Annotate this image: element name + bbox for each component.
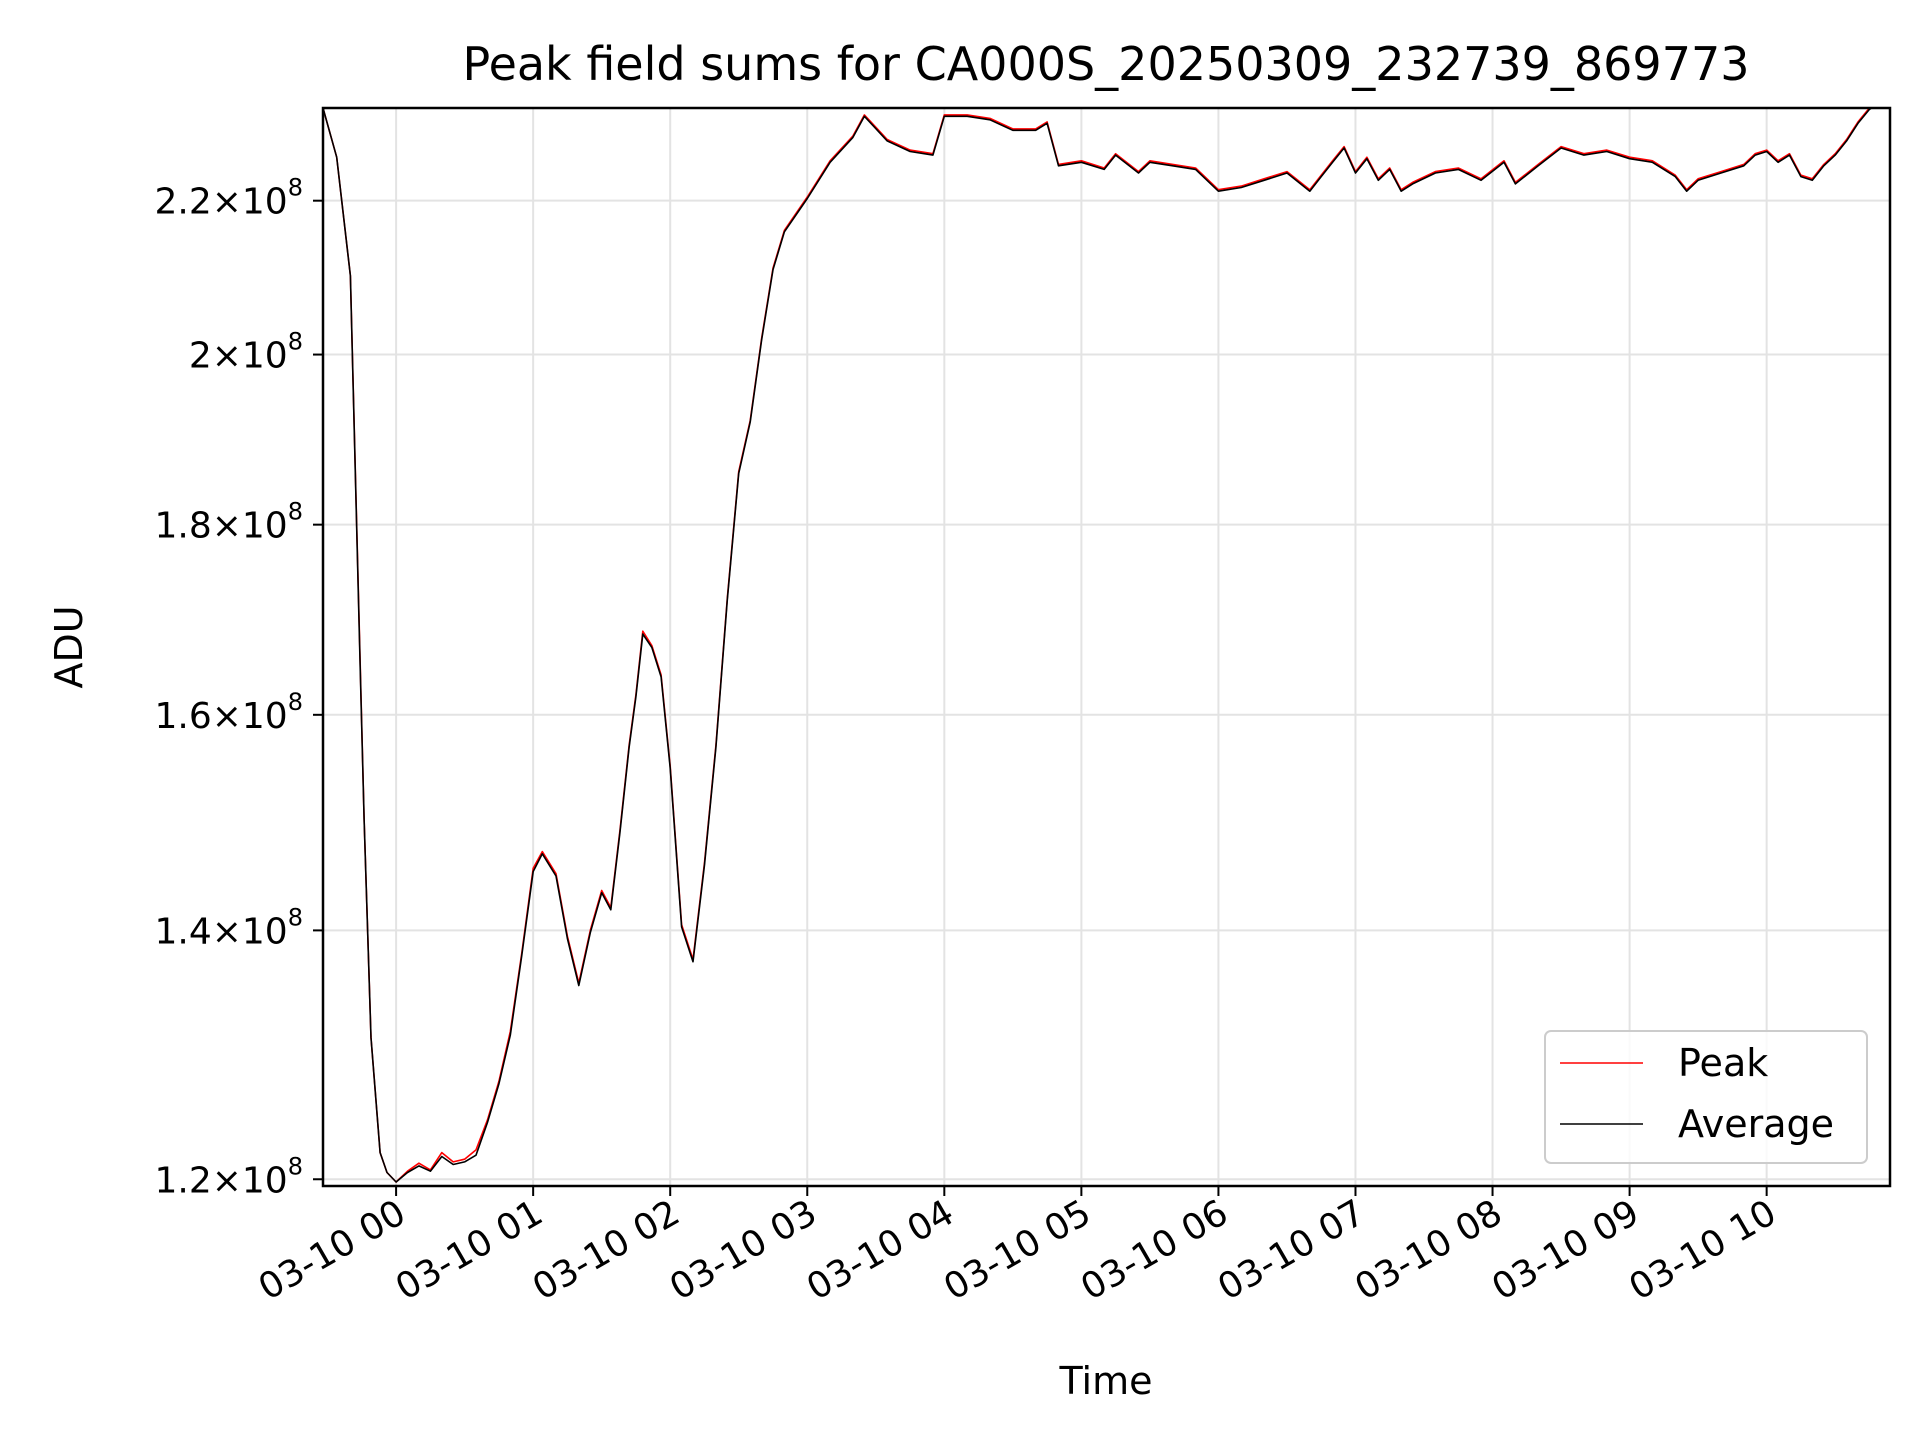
plot-frame (321, 106, 1892, 1188)
series-layer (323, 108, 1873, 1183)
y-tick-label: 1.8×108 (154, 498, 303, 547)
legend-label-average: Average (1678, 1102, 1834, 1146)
legend-label-peak: Peak (1678, 1041, 1768, 1085)
y-tick-label: 1.4×108 (154, 903, 303, 952)
y-tick-label: 1.2×108 (154, 1152, 303, 1201)
grid (323, 108, 1890, 1186)
chart-title: Peak field sums for CA000S_20250309_2327… (462, 37, 1749, 91)
y-tick-label: 2×108 (189, 328, 303, 377)
y-tick-label: 2.2×108 (154, 174, 303, 223)
y-tick-label: 1.6×108 (154, 688, 303, 737)
x-axis-label: Time (1059, 1359, 1153, 1403)
series-line-average (323, 108, 1873, 1183)
legend-box (1544, 1030, 1868, 1164)
y-axis-label: ADU (47, 605, 91, 688)
legend: Peak Average (1544, 1030, 1868, 1164)
